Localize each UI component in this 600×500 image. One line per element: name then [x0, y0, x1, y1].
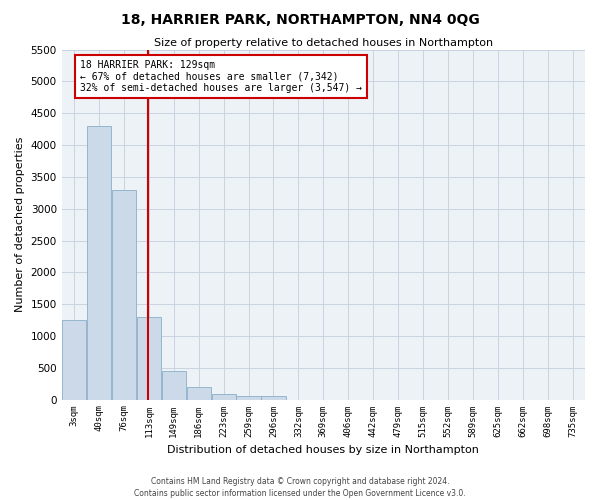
- Bar: [62, 320, 86, 400]
- Text: 18 HARRIER PARK: 129sqm
← 67% of detached houses are smaller (7,342)
32% of semi: 18 HARRIER PARK: 129sqm ← 67% of detache…: [80, 60, 362, 94]
- Bar: [262, 396, 286, 400]
- Bar: [236, 396, 260, 400]
- Text: 18, HARRIER PARK, NORTHAMPTON, NN4 0QG: 18, HARRIER PARK, NORTHAMPTON, NN4 0QG: [121, 12, 479, 26]
- X-axis label: Distribution of detached houses by size in Northampton: Distribution of detached houses by size …: [167, 445, 479, 455]
- Bar: [212, 394, 236, 400]
- Text: Contains HM Land Registry data © Crown copyright and database right 2024.
Contai: Contains HM Land Registry data © Crown c…: [134, 476, 466, 498]
- Title: Size of property relative to detached houses in Northampton: Size of property relative to detached ho…: [154, 38, 493, 48]
- Y-axis label: Number of detached properties: Number of detached properties: [15, 137, 25, 312]
- Bar: [137, 317, 161, 400]
- Bar: [162, 371, 186, 400]
- Bar: [112, 190, 136, 400]
- Bar: [87, 126, 111, 400]
- Bar: [187, 387, 211, 400]
